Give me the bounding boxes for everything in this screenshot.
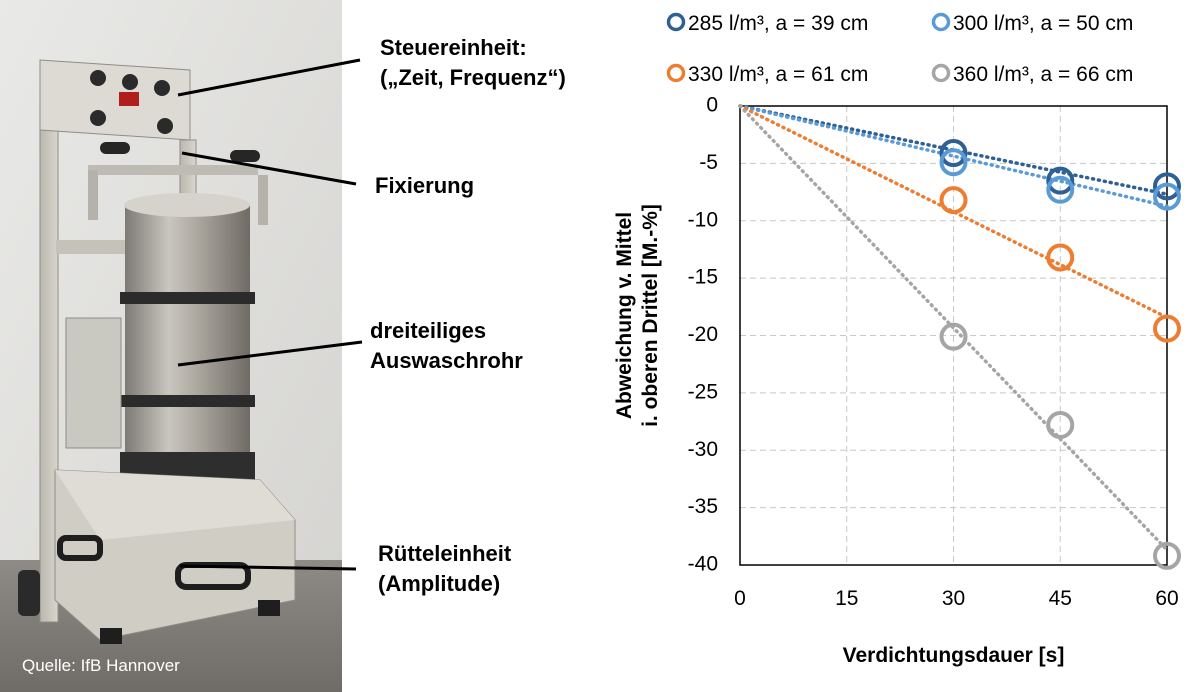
apparatus-photo: Quelle: IfB Hannover [0,0,342,692]
y-tick-label: -35 [688,495,718,518]
trendline [738,104,1169,552]
x-tick-label: 60 [1155,587,1178,610]
y-axis-title-line-2: i. oberen Drittel [M.-%] [639,204,662,427]
legend-label: 360 l/m³, a = 66 cm [953,63,1133,86]
caption-line-2: Auswaschrohr [370,348,523,373]
y-tick-label: -25 [688,380,718,403]
data-point [1046,175,1075,204]
data-point [1153,172,1181,201]
caption-line-1: Steuereinheit: [380,35,527,60]
x-tick-label: 15 [835,587,858,610]
caption-line-2: („Zeit, Frequenz“) [380,65,566,90]
caption-line-1: dreiteiliges [370,318,487,343]
chart-legend: 285 l/m³, a = 39 cm 300 l/m³, a = 50 cm 33… [666,12,1133,86]
x-axis-title: Verdichtungsdauer [s] [843,644,1065,667]
chart-axes [739,105,1168,566]
data-point [1153,541,1181,570]
data-point [1046,166,1075,195]
caption-line-2: (Amplitude) [378,571,501,596]
caption-steuereinheit: Steuereinheit: („Zeit, Frequenz“) [380,33,566,93]
leader-line-ruetteleinheit [179,564,357,571]
data-point [939,139,968,168]
leader-line-steuereinheit [177,58,361,97]
y-tick-label: -5 [699,151,718,174]
plot-area-frame [739,105,1168,566]
legend-marker [931,12,951,32]
source-caption: Quelle: IfB Hannover [22,656,180,675]
leader-line-auswaschrohr [177,340,363,367]
caption-auswaschrohr: dreiteiliges Auswaschrohr [370,316,523,376]
tick-labels: 0 -5 -10 -15 -20 -25 -30 -35 -40 0 15 30 45 60 [688,94,1179,610]
data-point [1153,182,1181,211]
trendline [738,104,1169,208]
caption-line-1: Fixierung [375,173,475,198]
leader-line-fixierung [181,151,357,186]
data-point [1153,314,1181,343]
data-point [939,148,968,177]
data-point [939,322,968,351]
y-tick-label: -15 [688,266,718,289]
legend-marker [931,63,951,83]
data-point [939,186,968,215]
data-point [1046,243,1075,272]
x-tick-label: 30 [942,587,965,610]
y-tick-label: -20 [688,323,718,346]
trendline [738,104,1169,320]
legend-label: 300 l/m³, a = 50 cm [953,12,1133,35]
y-tick-label: 0 [706,94,718,117]
caption-line-1: Rütteleinheit [378,541,512,566]
legend-label: 330 l/m³, a = 61 cm [688,63,868,86]
caption-ruetteleinheit: Rütteleinheit (Amplitude) [378,539,511,599]
data-point [1046,411,1075,440]
y-tick-label: -40 [688,553,718,576]
y-tick-label: -30 [688,438,718,461]
apparatus-illustration [0,0,342,692]
y-axis-title-line-1: Abweichung v. Mittel [613,212,636,419]
legend-marker [666,12,686,32]
legend-label: 285 l/m³, a = 39 cm [688,12,868,35]
data-points [939,139,1181,570]
x-tick-label: 0 [734,587,746,610]
caption-fixierung: Fixierung [375,171,474,201]
x-tick-label: 45 [1049,587,1072,610]
y-tick-label: -10 [688,208,718,231]
legend-marker [666,63,686,83]
